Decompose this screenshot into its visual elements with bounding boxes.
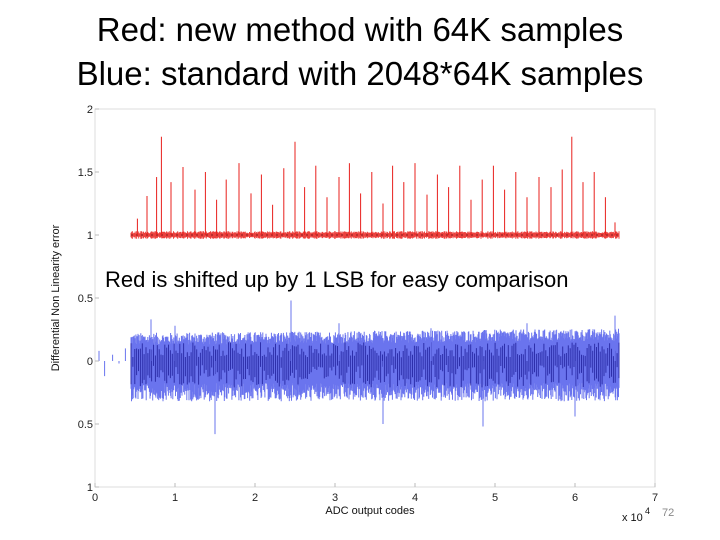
x-axis-label: ADC output codes: [325, 505, 415, 517]
x-tick-label: 0: [92, 492, 98, 504]
x-tick-label: 1: [172, 492, 178, 504]
y-tick-label: 2: [87, 104, 93, 116]
y-axis-label: Differential Non Linearity error: [50, 224, 62, 371]
x-tick-label: 3: [332, 492, 338, 504]
x-tick-label: 4: [412, 492, 418, 504]
slide-title-line-1: Red: new method with 64K samples: [96, 11, 624, 48]
shift-annotation: Red is shifted up by 1 LSB for easy comp…: [105, 265, 645, 295]
y-tick-label: 1.5: [78, 167, 93, 179]
y-axis-ticks: 2 1.5 1 0.5 0 0.5 1: [78, 104, 99, 494]
x-tick-label: 6: [572, 492, 578, 504]
y-tick-label: 1: [87, 482, 93, 494]
x-axis-multiplier-exponent: 4: [645, 506, 650, 516]
red-series-band: [130, 231, 620, 239]
y-tick-label: 0: [87, 356, 93, 368]
x-tick-label: 5: [492, 492, 498, 504]
blue-series-center-trace: [130, 342, 620, 388]
x-axis-multiplier: x 10: [622, 512, 643, 524]
y-tick-label: 0.5: [78, 419, 93, 431]
x-tick-label: 2: [252, 492, 258, 504]
page-number: 72: [662, 507, 675, 519]
y-tick-label: 0.5: [78, 293, 93, 305]
plot-frame: [94, 108, 656, 488]
slide-title-line-2: Blue: standard with 2048*64K samples: [76, 55, 644, 92]
x-tick-label: 7: [652, 492, 658, 504]
x-axis-ticks: 0 1 2 3 4 5 6 7: [92, 483, 658, 504]
red-series-group: [130, 136, 620, 239]
blue-series-group: [98, 300, 620, 435]
y-tick-label: 1: [87, 230, 93, 242]
